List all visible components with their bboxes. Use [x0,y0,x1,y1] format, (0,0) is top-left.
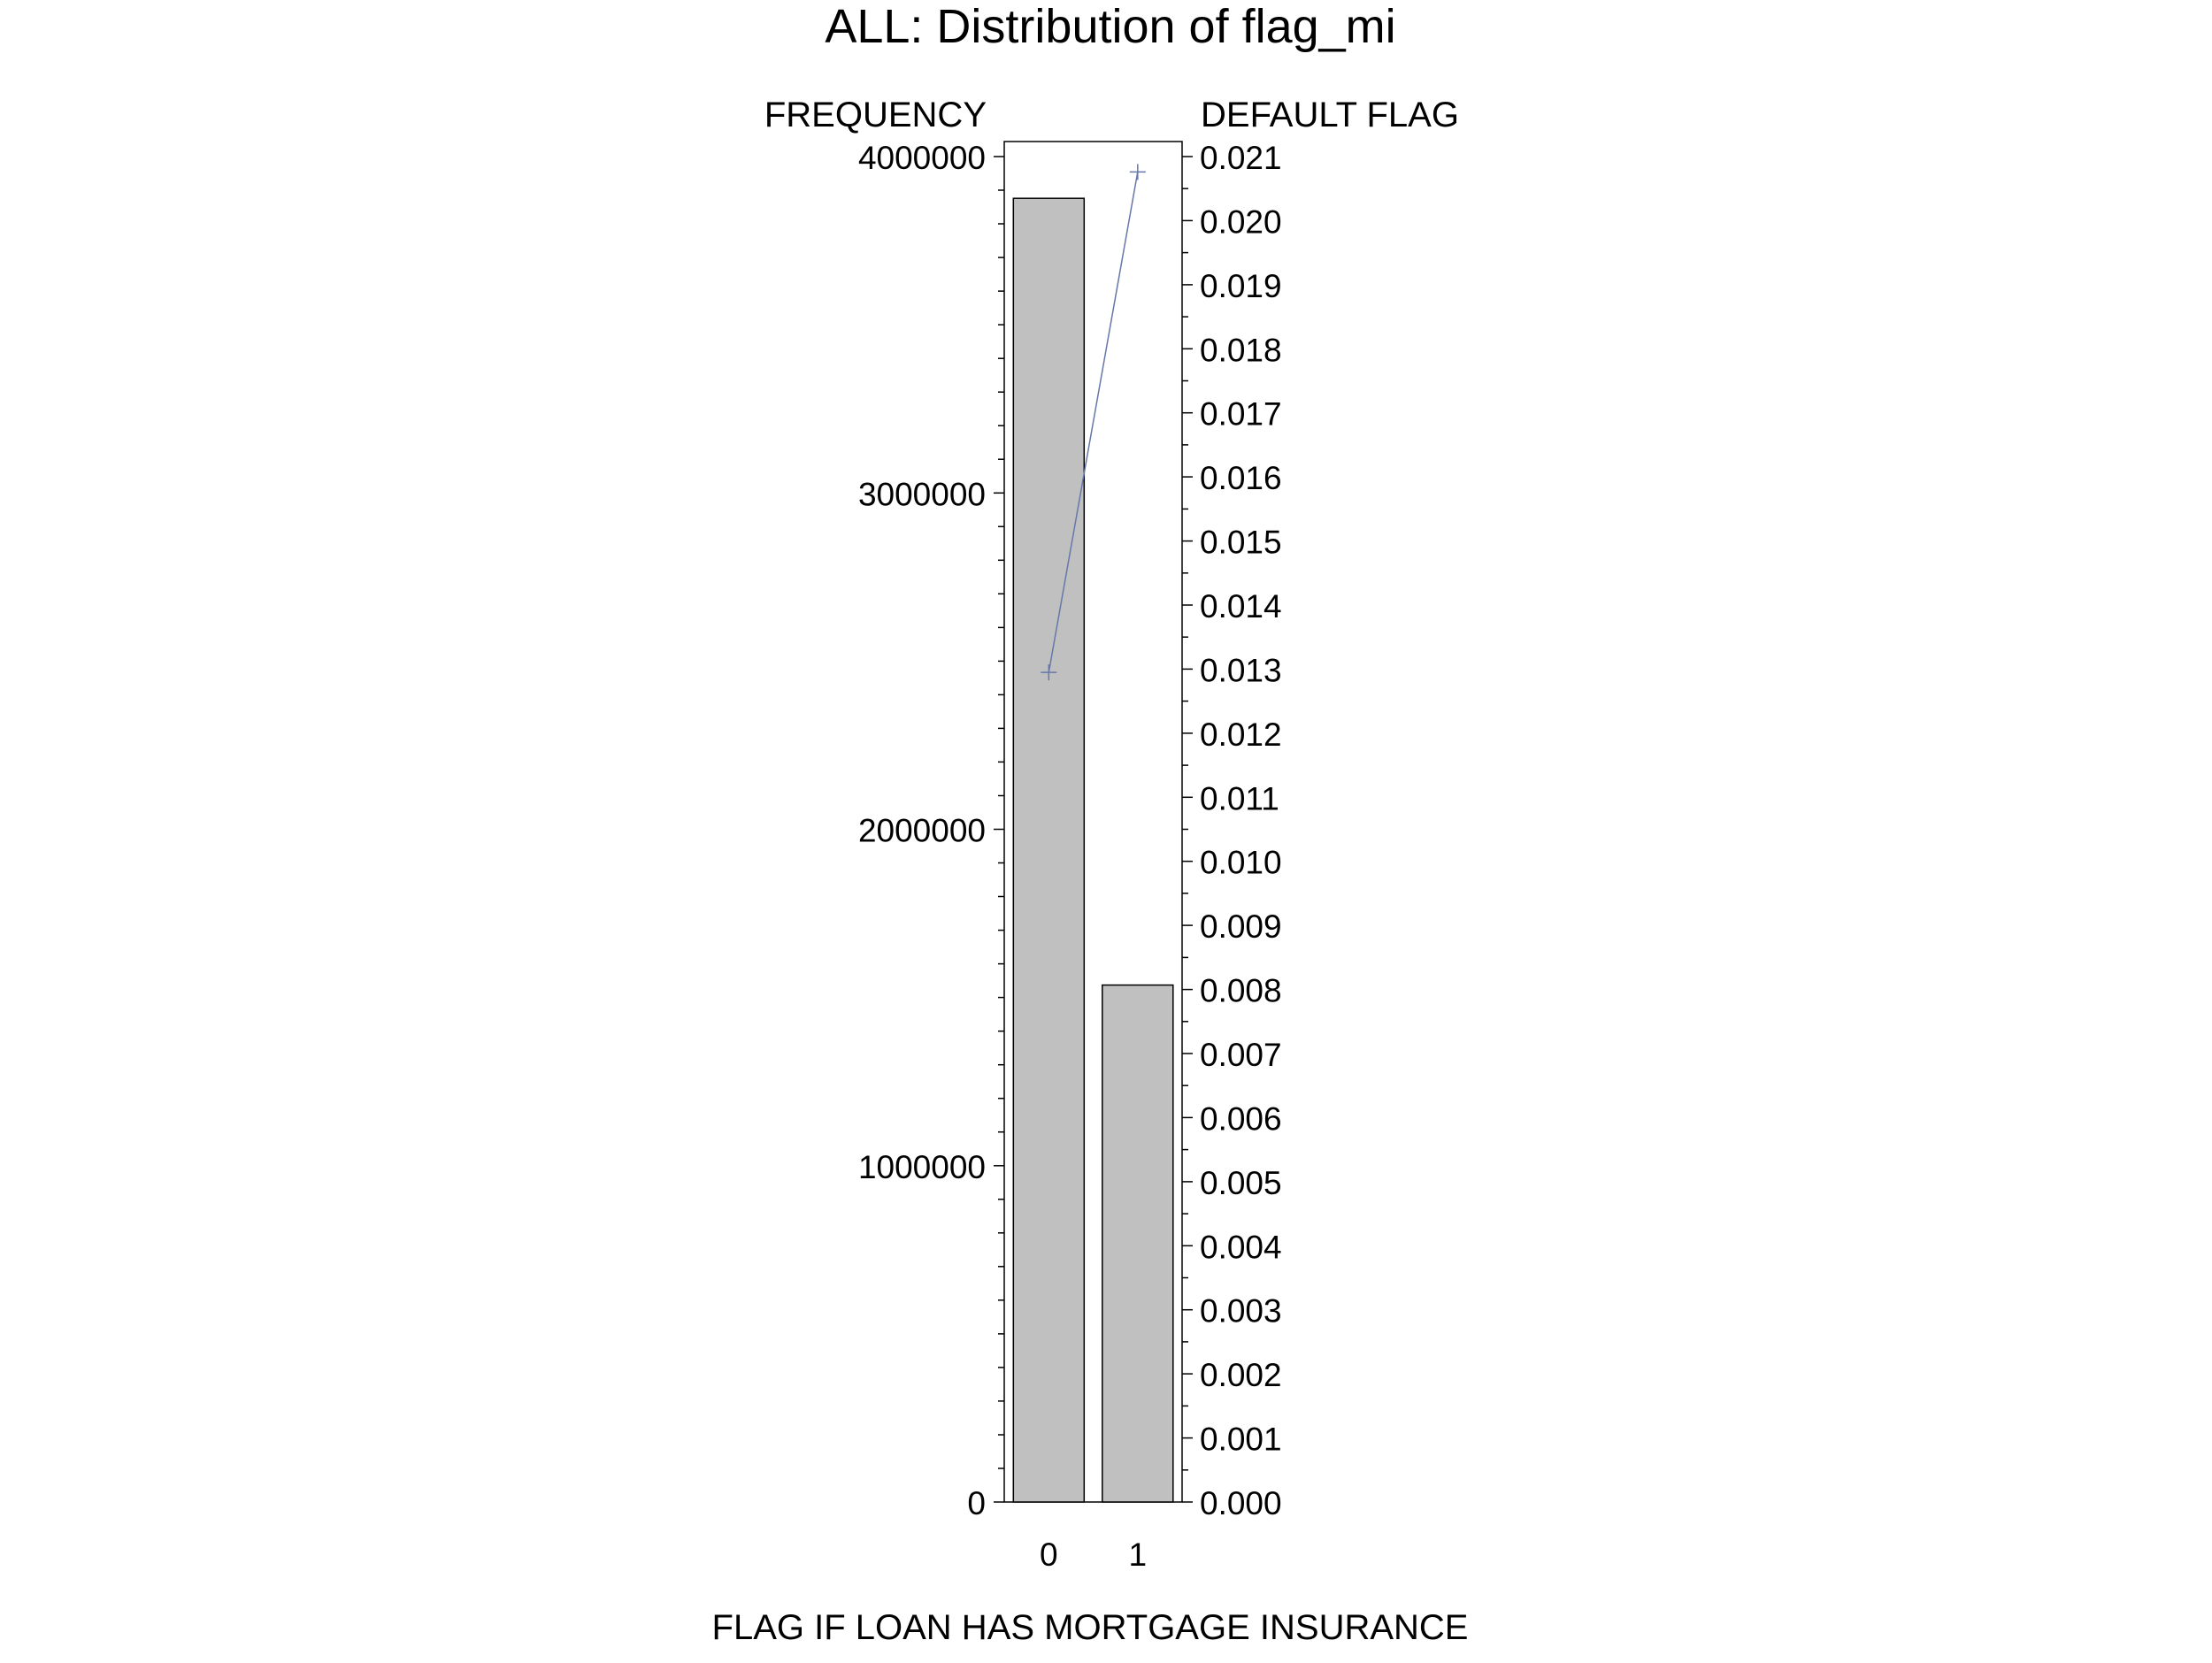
y-tick-label: 1000000 [858,1149,986,1185]
y2-tick-label: 0.001 [1200,1422,1282,1458]
y2-tick-label: 0.003 [1200,1293,1282,1330]
y2-tick-label: 0.012 [1200,717,1282,753]
y2-tick-label: 0.005 [1200,1165,1282,1201]
bar-0 [1012,197,1086,1503]
y2-tick-label: 0.015 [1200,525,1282,561]
y2-tick-label: 0.019 [1200,268,1282,304]
y-tick-label: 0 [967,1485,986,1521]
y2-tick-label: 0.000 [1200,1485,1282,1521]
y-axis-label: FREQUENCY [764,96,987,134]
y2-tick-label: 0.018 [1200,332,1282,368]
y2-axis-label: DEFAULT FLAG [1201,96,1459,134]
plot-frame [1003,141,1183,1503]
y2-tick-label: 0.017 [1200,396,1282,433]
bar-1 [1102,984,1174,1503]
y2-axis: 0.000 0.001 0.002 0.003 0.004 0.005 0.006 0.007… [1182,140,1282,1521]
chart-title: ALL: Distribution of flag_mi [825,0,1395,53]
y2-tick-label: 0.008 [1200,973,1282,1009]
default-rate-line-layer [1041,164,1146,681]
y-tick-label: 3000000 [858,476,986,512]
y2-tick-label: 0.010 [1200,845,1282,881]
x-tick-label: 1 [1129,1537,1148,1573]
y2-tick-label: 0.016 [1200,460,1282,496]
default-rate-line [1048,172,1139,673]
bars-layer [1012,197,1174,1503]
y2-tick-label: 0.020 [1200,203,1282,240]
y2-tick-label: 0.014 [1200,588,1282,625]
y2-tick-label: 0.002 [1200,1357,1282,1393]
y-tick-label: 4000000 [858,140,986,176]
y2-tick-label: 0.013 [1200,652,1282,688]
y2-tick-label: 0.007 [1200,1037,1282,1073]
y2-tick-label: 0.004 [1200,1229,1282,1265]
y2-tick-label: 0.006 [1200,1100,1282,1137]
y2-tick-label: 0.009 [1200,908,1282,945]
y-axis: 0 1000000 2000000 3000000 4000000 [858,140,1004,1521]
y2-tick-label: 0.011 [1200,780,1279,816]
y2-tick-label: 0.021 [1200,140,1282,176]
y-tick-label: 2000000 [858,813,986,849]
x-tick-label: 0 [1040,1537,1058,1573]
x-axis-label: FLAG IF LOAN HAS MORTGAGE INSURANCE [712,1608,1469,1647]
